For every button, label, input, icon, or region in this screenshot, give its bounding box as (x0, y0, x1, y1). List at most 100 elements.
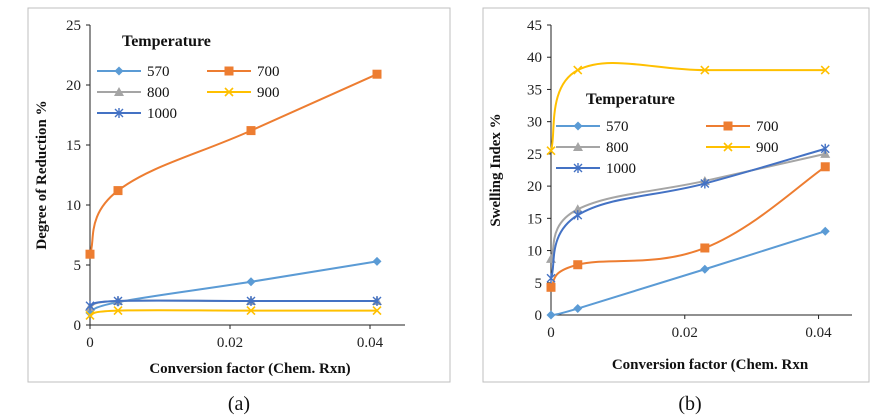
data-point-1000 (700, 178, 710, 189)
legend-b: Temperature 570 700 800 900 1000 (556, 91, 779, 177)
y-tick-label: 5 (74, 258, 82, 274)
data-point-900 (820, 65, 830, 75)
x-tick-label: 0.04 (357, 335, 384, 351)
x-tick-labels-a: 0 0.02 0.04 (86, 325, 384, 351)
y-tick-label: 15 (527, 211, 542, 227)
data-point-700 (573, 260, 583, 270)
series-900 (85, 306, 382, 320)
legend-item-900: 900 (706, 140, 779, 156)
legend-item-570: 570 (97, 64, 170, 80)
legend-item-700: 700 (207, 64, 280, 80)
y-tick-labels-a: 0 5 10 15 20 25 (66, 18, 90, 334)
y-tick-label: 30 (527, 115, 542, 131)
data-point-900 (113, 306, 123, 316)
legend-item-800: 800 (97, 85, 170, 101)
data-point-700 (85, 249, 95, 259)
series-layer-a (85, 69, 382, 320)
series-1000 (546, 143, 830, 284)
y-axis-title-a: Degree of Reduction % (34, 100, 50, 249)
data-point-1000 (85, 300, 95, 311)
series-line-800 (550, 152, 826, 260)
legend-item-570: 570 (556, 119, 629, 135)
y-tick-label: 15 (66, 138, 81, 154)
data-point-1000 (820, 143, 830, 154)
legend-label: 800 (147, 85, 170, 101)
legend-a: Temperature 570 700 800 900 1000 (97, 33, 280, 122)
x-axis-title-a: Conversion factor (Chem. Rxn) (149, 361, 350, 377)
x-tick-label: 0 (547, 325, 555, 341)
data-point-1000 (372, 296, 382, 306)
series-layer-b (546, 61, 831, 320)
chart-panel-b: 0 5 10 15 20 25 30 35 40 45 0 0.02 0.04 Temperature… (482, 7, 870, 383)
legend-swatch-marker (114, 108, 124, 118)
legend-swatch-marker (573, 142, 583, 151)
y-tick-labels-b: 0 5 10 15 20 25 30 35 40 45 (527, 18, 551, 324)
data-point-570 (546, 310, 556, 320)
data-point-700 (820, 162, 830, 172)
series-700 (546, 162, 830, 292)
y-tick-label: 45 (527, 18, 542, 34)
legend-label: 700 (257, 64, 280, 80)
data-point-800 (572, 204, 583, 214)
data-point-1000 (573, 210, 583, 221)
data-point-900 (700, 65, 710, 75)
legend-item-1000: 1000 (556, 161, 636, 177)
plot-frame-a (27, 7, 451, 383)
legend-title: Temperature (586, 91, 675, 108)
legend-swatch-marker (723, 142, 733, 152)
series-900 (546, 61, 830, 156)
legend-swatch-marker (723, 121, 733, 131)
x-tick-label: 0.02 (217, 335, 243, 351)
data-point-900 (573, 65, 583, 75)
legend-label: 1000 (147, 106, 177, 122)
legend-swatch-marker (114, 87, 124, 96)
legend-title: Temperature (122, 33, 211, 50)
legend-label: 800 (606, 140, 629, 156)
data-point-900 (372, 306, 382, 316)
series-line-570 (550, 230, 826, 316)
legend-swatch-marker (573, 163, 583, 173)
legend-label: 1000 (606, 161, 636, 177)
data-point-1000 (246, 296, 256, 306)
data-point-570 (820, 226, 830, 236)
legend-label: 570 (147, 64, 170, 80)
chart-panel-a: 0 5 10 15 20 25 0 0.02 0.04 Temperature 570 700 80… (27, 7, 451, 383)
legend-swatch-marker (224, 66, 234, 76)
data-point-1000 (113, 296, 123, 306)
data-point-700 (246, 126, 256, 136)
data-point-1000 (546, 273, 556, 284)
series-line-570 (89, 260, 378, 314)
legend-swatch-marker (224, 87, 234, 97)
series-line-900 (550, 61, 826, 151)
legend-label: 900 (257, 85, 280, 101)
data-point-900 (246, 306, 256, 316)
x-tick-labels-b: 0 0.02 0.04 (547, 315, 832, 341)
x-tick-label: 0.02 (672, 325, 698, 341)
panel-label-a: (a) (228, 393, 250, 415)
series-line-900 (89, 309, 377, 317)
y-tick-label: 25 (66, 18, 81, 34)
y-tick-label: 20 (66, 78, 81, 94)
data-point-700 (113, 186, 123, 196)
x-tick-label: 0 (86, 335, 94, 351)
y-tick-label: 20 (527, 179, 542, 195)
x-axis-title-b: Conversion factor (Chem. Rxn (612, 357, 809, 373)
y-tick-label: 40 (527, 50, 542, 66)
y-tick-label: 5 (535, 276, 543, 292)
x-tick-label: 0.04 (805, 325, 832, 341)
data-point-700 (546, 282, 556, 292)
y-tick-label: 10 (66, 198, 81, 214)
data-point-570 (700, 264, 710, 274)
data-point-700 (372, 69, 382, 79)
y-tick-label: 10 (527, 244, 542, 260)
legend-label: 700 (756, 119, 779, 135)
data-point-700 (700, 243, 710, 253)
legend-item-900: 900 (207, 85, 280, 101)
legend-swatch-marker (114, 66, 124, 76)
y-axis-title-b: Swelling Index % (488, 113, 504, 226)
series-570 (546, 226, 830, 320)
legend-item-700: 700 (706, 119, 779, 135)
series-line-1000 (550, 147, 826, 279)
y-tick-label: 0 (74, 318, 82, 334)
